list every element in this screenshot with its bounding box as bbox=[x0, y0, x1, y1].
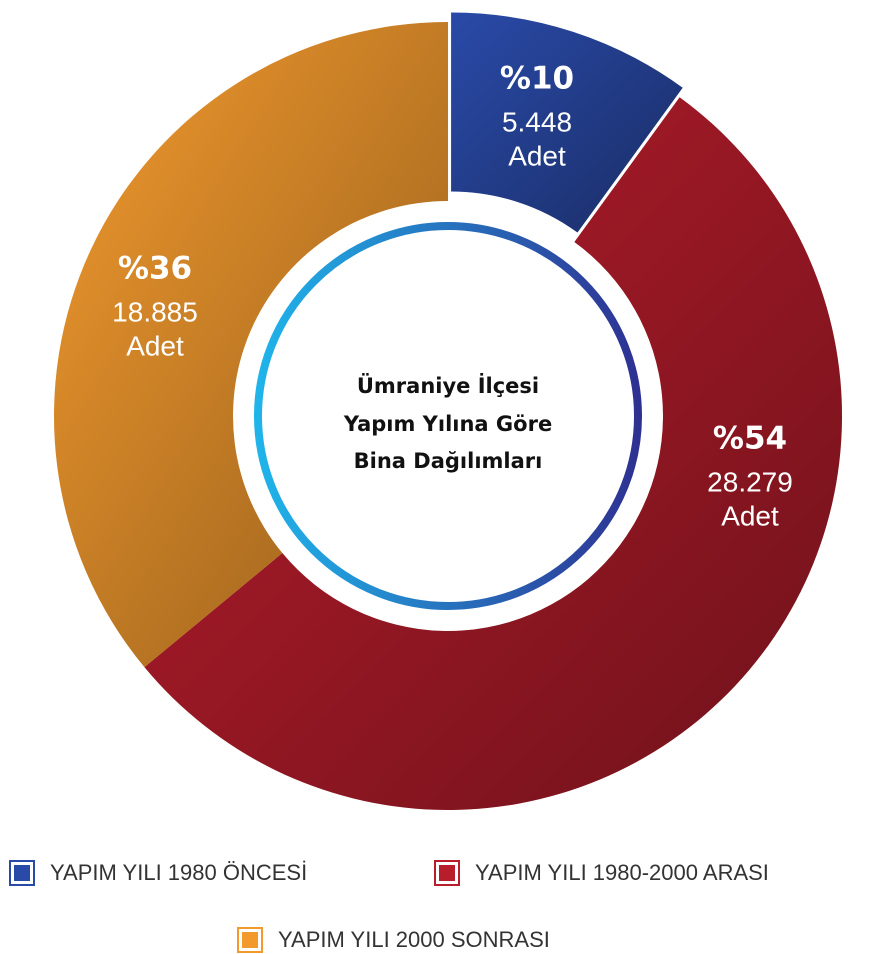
chart-title: Yapım Yılına Göre bbox=[343, 412, 552, 436]
legend-swatch bbox=[242, 932, 258, 948]
legend-swatch bbox=[439, 865, 455, 881]
unit-label: Adet bbox=[508, 140, 566, 171]
count-label: 5.448 bbox=[502, 106, 572, 137]
unit-label: Adet bbox=[126, 330, 184, 361]
legend-label: YAPIM YILI 1980 ÖNCESİ bbox=[50, 860, 307, 885]
legend-entry: YAPIM YILI 2000 SONRASI bbox=[237, 927, 550, 953]
wedge-shade bbox=[53, 22, 448, 668]
wedge-shade bbox=[451, 12, 683, 233]
count-label: 28.279 bbox=[707, 466, 793, 497]
legend-entry: YAPIM YILI 1980-2000 ARASI bbox=[434, 860, 769, 886]
count-label: 18.885 bbox=[112, 296, 198, 327]
center-ring bbox=[254, 222, 642, 610]
unit-label: Adet bbox=[721, 500, 779, 531]
value-label: %54 bbox=[713, 421, 787, 457]
value-label: %36 bbox=[118, 251, 192, 287]
legend-entry: YAPIM YILI 1980 ÖNCESİ bbox=[9, 860, 307, 886]
wedge-shade bbox=[144, 97, 842, 810]
legend-label: YAPIM YILI 2000 SONRASI bbox=[278, 927, 550, 952]
chart-title: Ümraniye İlçesi bbox=[357, 373, 539, 398]
chart-title: Bina Dağılımları bbox=[354, 449, 543, 473]
legend-label: YAPIM YILI 1980-2000 ARASI bbox=[475, 860, 769, 885]
value-label: %10 bbox=[500, 61, 574, 97]
legend-swatch bbox=[14, 865, 30, 881]
